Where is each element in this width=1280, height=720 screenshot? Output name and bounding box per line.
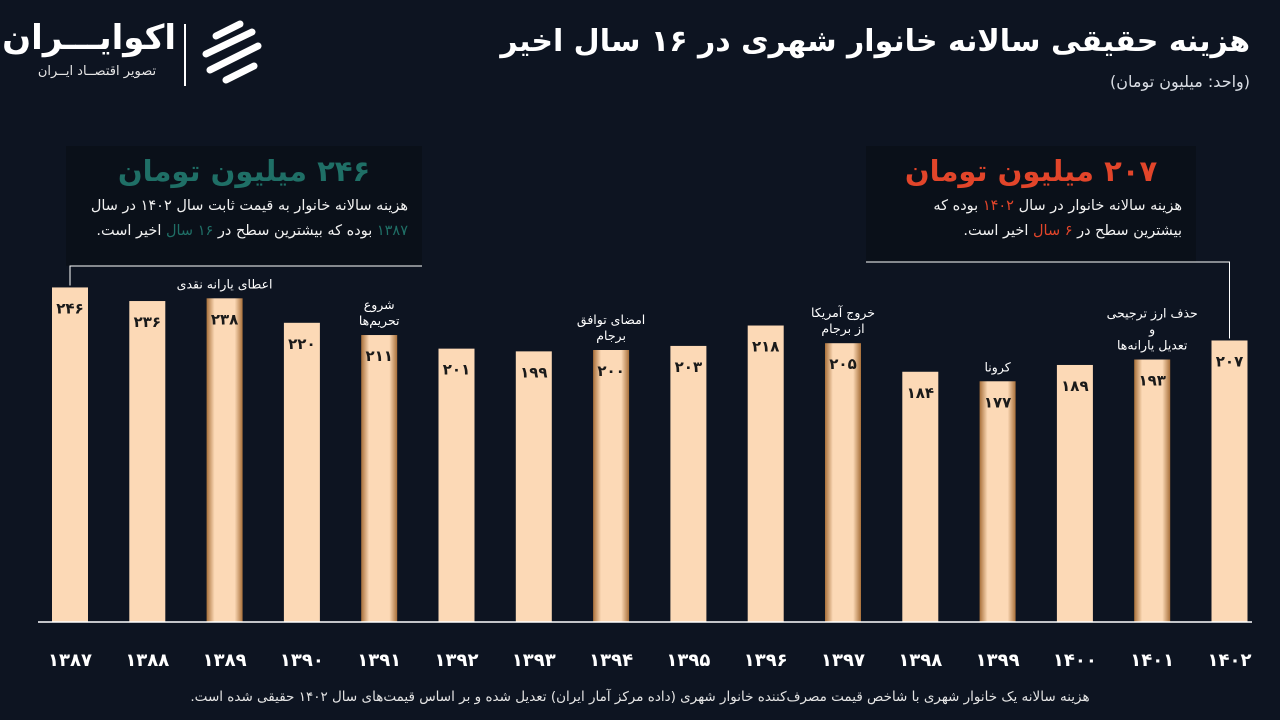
logo-name: اکوایـــران (2, 18, 176, 58)
page-title: هزینه حقیقی سالانه خانوار شهری در ۱۶ سال… (500, 24, 1250, 59)
x-tick-label: ۱۴۰۲ (1208, 650, 1252, 671)
x-tick-label: ۱۳۹۲ (435, 650, 479, 671)
bar-value-label: ۱۷۷ (984, 393, 1011, 411)
x-tick-label: ۱۳۹۱ (357, 650, 401, 671)
callout-right-connector (866, 261, 1230, 339)
footnote: هزینه سالانه یک خانوار شهری با شاخص قیمت… (190, 689, 1090, 705)
bar-value-label: ۲۳۸ (211, 310, 238, 328)
bar-12 (979, 381, 1016, 622)
x-tick-label: ۱۳۹۴ (589, 650, 633, 671)
callout-right-text: هزینه سالانه خانوار در سال ۱۴۰۲ بوده که … (933, 198, 1182, 239)
bar-value-label: ۱۹۳ (1138, 372, 1165, 390)
bar-value-label: ۲۴۶ (56, 299, 83, 317)
bar-value-label: ۲۱۸ (752, 338, 779, 356)
callout-max-1387: ۲۴۶ میلیون تومان هزینه سالانه خانوار به … (66, 146, 422, 266)
bar-value-label: ۲۰۱ (443, 361, 470, 379)
callout-connectors (69, 261, 1230, 339)
event-annotation-label: شروع (364, 297, 395, 313)
bar-6 (515, 351, 552, 622)
bar-value-label: ۲۲۰ (288, 335, 315, 353)
bar-13 (1056, 364, 1093, 622)
bar-value-label: ۱۸۴ (907, 384, 934, 402)
bar-value-label: ۲۰۷ (1216, 352, 1243, 370)
bar-value-label: ۱۸۹ (1061, 377, 1088, 395)
event-annotation-label: حذف ارز ترجیحی (1107, 306, 1198, 322)
bar-4 (361, 335, 398, 622)
x-tick-label: ۱۴۰۰ (1053, 650, 1097, 671)
x-tick-label: ۱۳۹۹ (976, 650, 1020, 671)
event-annotation-label: برجام (596, 328, 626, 344)
bar-value-label: ۲۰۰ (597, 362, 624, 380)
event-annotation-label: از برجام (821, 321, 864, 337)
bar-value-label: ۱۹۹ (520, 363, 547, 381)
bar-14 (1134, 359, 1171, 622)
x-tick-label: ۱۳۹۶ (744, 650, 788, 671)
x-tick-label: ۱۳۸۹ (203, 650, 247, 671)
x-tick-label: ۱۳۹۰ (280, 650, 324, 671)
bar-1 (129, 301, 166, 622)
bar-8 (670, 345, 707, 622)
bar-2 (206, 298, 243, 622)
event-annotation-label: کرونا (985, 359, 1011, 375)
bar-10 (825, 343, 861, 622)
event-annotation-label: امضای توافق (577, 312, 645, 328)
x-tick-label: ۱۳۸۷ (48, 650, 92, 671)
callout-left-connector (69, 265, 422, 286)
callout-left-text: هزینه سالانه خانوار به قیمت ثابت سال ۱۴۰… (90, 198, 408, 239)
x-tick-label: ۱۳۹۸ (898, 650, 942, 671)
bar-value-label: ۲۳۶ (134, 313, 161, 331)
x-tick-label: ۱۴۰۱ (1130, 650, 1174, 671)
bar-15 (1211, 340, 1248, 622)
event-annotation-label: تعدیل یارانه‌ها (1117, 338, 1188, 354)
event-annotation-label: و (1148, 322, 1155, 338)
bar-11 (902, 371, 939, 622)
callout-left-headline: ۲۴۶ میلیون تومان (117, 154, 371, 188)
x-tick-label: ۱۳۹۷ (821, 650, 865, 671)
bar-value-label: ۲۰۵ (829, 355, 856, 373)
x-tick-label: ۱۳۹۳ (512, 650, 556, 671)
callout-latest-1402: ۲۰۷ میلیون تومان هزینه سالانه خانوار در … (866, 146, 1196, 262)
bar-0 (52, 287, 88, 622)
bars: ۲۴۶ ۲۳۶ ۲۳۸ ۲۲۰ ۲۱۱ ۲۰۱ ۱۹۹ ۲۰۰ ۲۰۳ ۲۱۸ ۲۰۵ ۱۸۴ ۱۷۷ ۱… (52, 287, 1248, 622)
bar-value-label: ۲۱۱ (365, 347, 392, 365)
bar-value-label: ۲۰۳ (675, 358, 702, 376)
event-annotation-label: اعطای یارانه نقدی (177, 276, 273, 292)
x-tick-label: ۱۳۹۵ (666, 650, 710, 671)
callout-right-headline: ۲۰۷ میلیون تومان (904, 154, 1158, 188)
unit-label: (واحد: میلیون تومان) (1110, 72, 1250, 91)
event-annotation-label: تحریم‌ها (359, 313, 400, 329)
logo-mark-icon (202, 20, 262, 84)
bar-7 (593, 350, 630, 622)
x-axis-labels: ۱۳۸۷ ۱۳۸۸ ۱۳۸۹ ۱۳۹۰ ۱۳۹۱ ۱۳۹۲ ۱۳۹۳ ۱۳۹۴ ۱۳۹۵ ۱۳۹۶… (48, 650, 1251, 671)
bar-3 (283, 322, 320, 622)
event-annotation-label: خروج آمریکا (811, 305, 875, 321)
bar-9 (747, 325, 784, 622)
x-tick-label: ۱۳۸۸ (125, 650, 169, 671)
bar-5 (438, 348, 475, 622)
logo-tagline: تصویر اقتصــاد ایــران (37, 64, 157, 79)
logo-divider (184, 24, 186, 86)
